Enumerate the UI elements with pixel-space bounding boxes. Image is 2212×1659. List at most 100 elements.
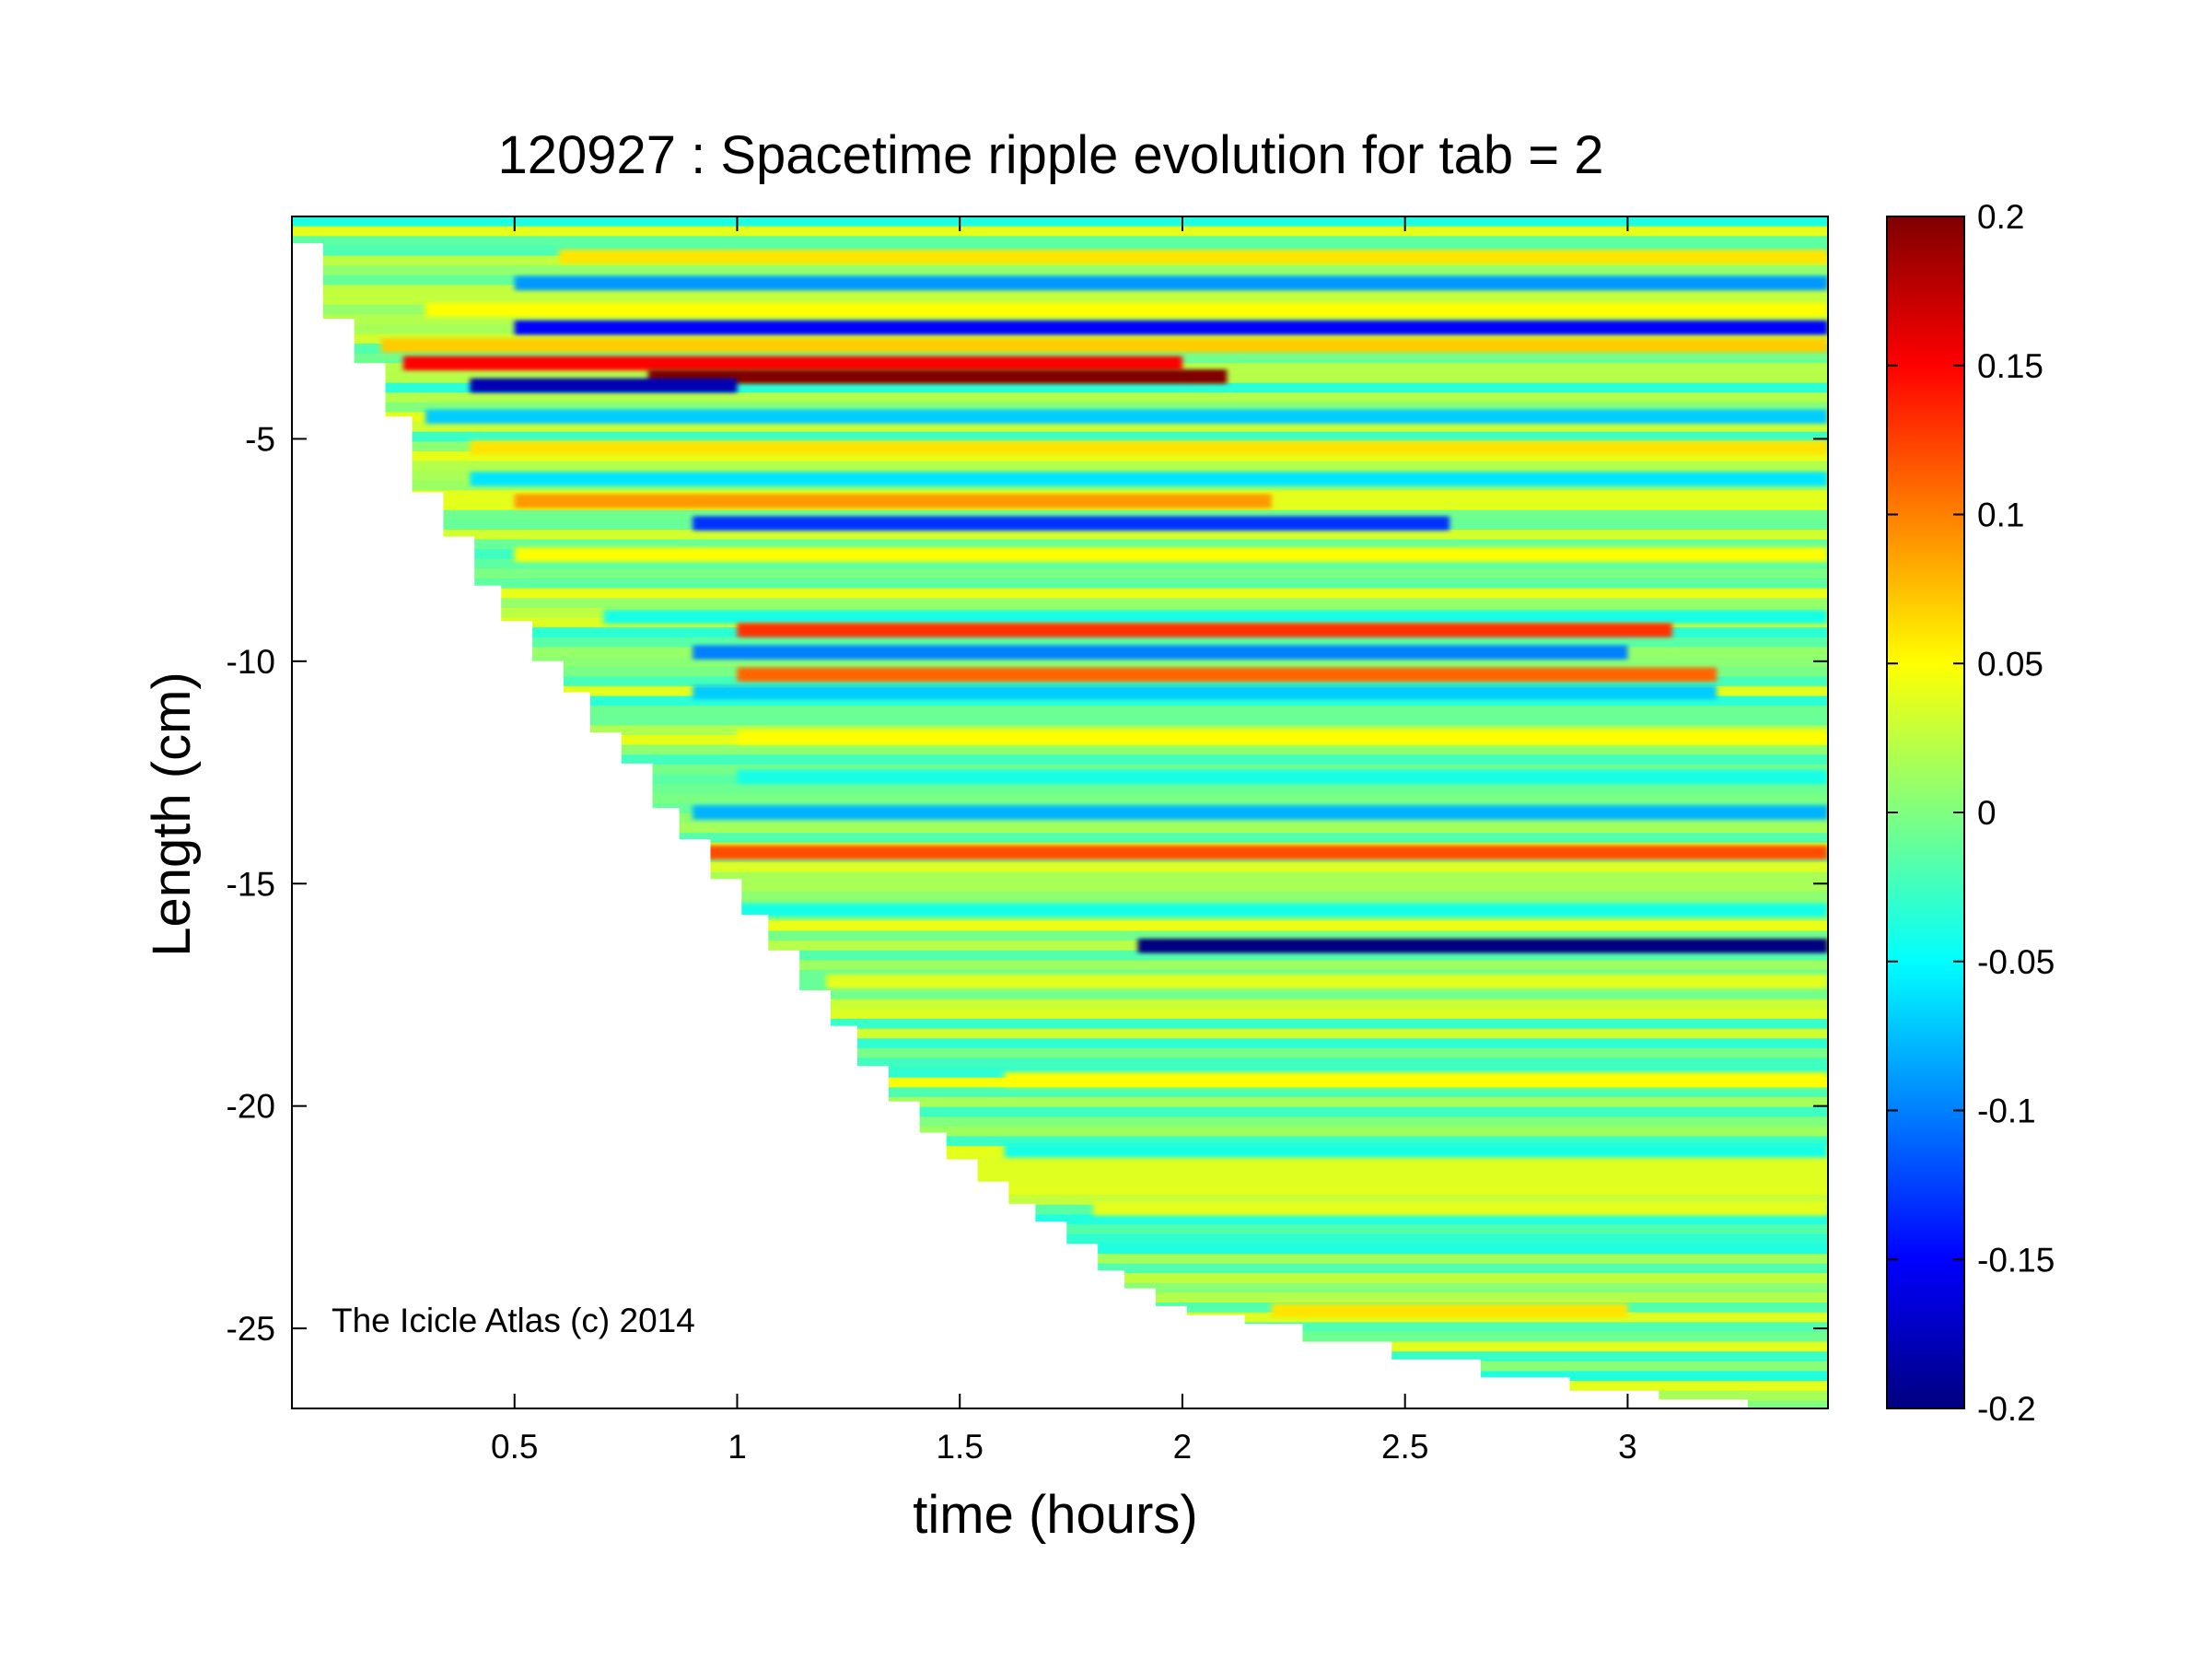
x-tick-label: 2 [1173, 1428, 1193, 1466]
ripple-band [693, 516, 1450, 531]
heatmap-texture-row [292, 1155, 1828, 1166]
ripple-band [737, 623, 1672, 637]
colorbar-gradient [1887, 216, 1964, 1408]
heatmap-texture-row [292, 715, 1828, 726]
heatmap-texture-row [292, 431, 1828, 442]
colorbar-tick-label: -0.2 [1977, 1390, 2036, 1428]
x-tick-label: 1 [728, 1428, 747, 1466]
heatmap-texture-row [292, 999, 1828, 1011]
heatmap-texture-row [292, 422, 1828, 433]
heatmap-texture-row [292, 1136, 1828, 1147]
colorbar-tick-label: 0.1 [1977, 497, 2024, 534]
y-tick-label: -10 [227, 643, 275, 681]
heatmap-texture-row [292, 1047, 1828, 1059]
heatmap-texture-row [292, 265, 1828, 276]
ripple-band [425, 302, 1828, 318]
heatmap-texture-row [292, 1195, 1828, 1206]
ripple-band [1093, 1200, 1828, 1216]
heatmap-texture-row [292, 1057, 1828, 1069]
heatmap-texture-row [292, 1126, 1828, 1138]
heatmap-texture-row [292, 706, 1828, 717]
ripple-band [693, 645, 1628, 660]
colorbar-tick-label: -0.15 [1977, 1241, 2055, 1279]
x-axis-label: time (hours) [913, 1485, 1197, 1545]
heatmap-texture-row [292, 754, 1828, 765]
x-tick-label: 1.5 [936, 1428, 983, 1466]
heatmap-texture-row [292, 1019, 1828, 1030]
ripple-band [1271, 1303, 1628, 1318]
ripple-band [470, 440, 1828, 455]
heatmap-texture-row [292, 539, 1828, 550]
heatmap-texture-row [292, 509, 1828, 520]
x-tick-label: 3 [1618, 1428, 1637, 1466]
heatmap-texture-row [292, 588, 1828, 599]
y-tick-label: -20 [227, 1088, 275, 1126]
heatmap-texture-row [292, 637, 1828, 648]
heatmap-texture-row [292, 920, 1828, 932]
y-tick-label: -25 [227, 1310, 275, 1348]
heatmap-texture-row [292, 764, 1828, 776]
ripple-band [737, 667, 1717, 683]
ripple-band [647, 369, 1228, 384]
ripple-band [693, 845, 1828, 860]
ripple-band [470, 378, 738, 393]
heatmap-texture-row [292, 294, 1828, 306]
colorbar-tick-label: 0.15 [1977, 347, 2043, 385]
heatmap-texture-row [292, 882, 1828, 893]
heatmap-texture-row [292, 1106, 1828, 1117]
heatmap-texture-row [292, 695, 1828, 707]
heatmap-texture-row [292, 1087, 1828, 1098]
x-tick-label: 2.5 [1381, 1428, 1428, 1466]
ripple-band [380, 338, 1828, 353]
y-axis: -5 -10 -15 -20 -25 [227, 420, 1828, 1348]
heatmap-texture-row [292, 989, 1828, 1000]
colorbar-tick-label: 0.05 [1977, 645, 2043, 683]
y-tick-label: -5 [245, 420, 275, 458]
colorbar: 0.2 0.15 0.1 0.05 0 -0.05 -0.1 -0.15 -0.2 [1886, 198, 2055, 1428]
ripple-band [402, 356, 1182, 371]
heatmap-texture-row [292, 226, 1828, 237]
heatmap-texture-row [292, 568, 1828, 579]
heatmap-texture-row [292, 461, 1828, 472]
ripple-band [693, 684, 1717, 700]
ripple-band [514, 275, 1828, 291]
y-tick-label: -15 [227, 865, 275, 903]
heatmap-texture-row [292, 833, 1828, 844]
ripple-band [737, 769, 1828, 785]
ripple-band [514, 320, 1828, 335]
heatmap-texture-row [292, 558, 1828, 570]
heatmap-texture-row [292, 1214, 1828, 1225]
ripple-band [514, 494, 1272, 508]
heatmap-texture-row [292, 940, 1828, 952]
heatmap-texture-row [292, 236, 1828, 247]
heatmap-texture-row [292, 930, 1828, 941]
ripple-band [425, 409, 1828, 425]
heatmap-texture-row [292, 450, 1828, 462]
heatmap-texture-row [292, 1028, 1828, 1039]
heatmap-texture-row [292, 216, 1828, 228]
ripple-band [470, 472, 1828, 486]
x-axis: 0.5 1 1.5 2 2.5 3 [491, 216, 1637, 1466]
heatmap-texture-row [292, 1165, 1828, 1176]
ripple-band [1004, 1071, 1828, 1087]
ripple-band [603, 609, 1828, 625]
heatmap-texture-row [292, 598, 1828, 609]
copyright-annotation: The Icicle Atlas (c) 2014 [332, 1302, 695, 1339]
ripple-band [1137, 939, 1828, 953]
y-axis-label: Length (cm) [142, 672, 202, 956]
colorbar-tick-label: 0.2 [1977, 198, 2024, 236]
ripple-band [737, 903, 1828, 917]
heatmap-texture-row [292, 1009, 1828, 1020]
heatmap-texture-row [292, 793, 1828, 804]
heatmap-texture-row [292, 1116, 1828, 1127]
heatmap-texture-row [292, 744, 1828, 755]
heatmap-texture-row [292, 1204, 1828, 1216]
ripple-band [514, 547, 1828, 562]
heatmap-texture-row [292, 392, 1828, 403]
x-tick-label: 0.5 [491, 1428, 538, 1466]
heatmap-texture-row [292, 950, 1828, 961]
ripple-band [1004, 1143, 1828, 1158]
heatmap-texture-row [292, 823, 1828, 834]
heatmap-texture-row [292, 1038, 1828, 1049]
